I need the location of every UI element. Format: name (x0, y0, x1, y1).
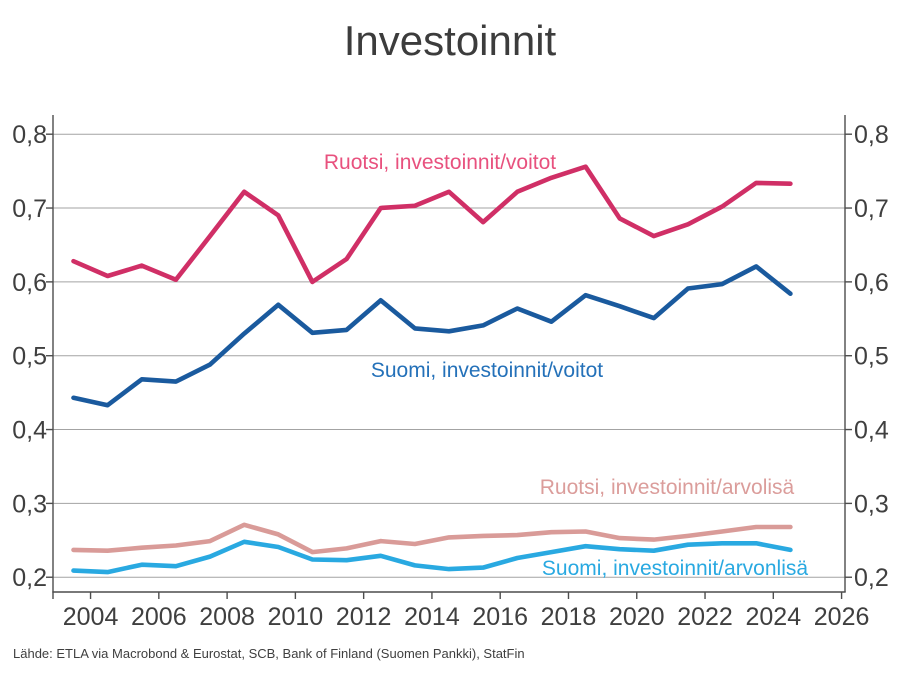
x-tick-label: 2004 (63, 603, 119, 631)
x-tick-label: 2006 (131, 603, 187, 631)
y-tick-label-right: 0,4 (854, 417, 889, 445)
y-tick-label-left: 0,8 (12, 121, 47, 149)
y-tick-label-right: 0,2 (854, 564, 889, 592)
x-tick-label: 2020 (609, 603, 665, 631)
y-tick-label-left: 0,2 (12, 564, 47, 592)
y-tick-label-left: 0,4 (12, 417, 47, 445)
series-label-suomi-voitot: Suomi, investoinnit/voitot (371, 359, 603, 382)
x-tick-label: 2014 (404, 603, 460, 631)
y-tick-label-right: 0,8 (854, 121, 889, 149)
x-tick-label: 2018 (541, 603, 597, 631)
x-tick-label: 2016 (472, 603, 528, 631)
chart-plot-area: 0,2 0,2 0,3 0,3 0,4 0,4 0,5 0,5 0,6 0,6 0,7 0,7 0,8 0… (12, 115, 889, 631)
y-tick-label-left: 0,7 (12, 195, 47, 223)
x-tick-label: 2012 (336, 603, 392, 631)
series-line-0 (71, 164, 793, 285)
y-tick-label-left: 0,3 (12, 490, 47, 518)
x-tick-label: 2008 (199, 603, 255, 631)
chart-title: Investoinnit (343, 17, 557, 64)
series-line-3 (71, 539, 793, 575)
series-line-2 (71, 522, 793, 555)
x-tick-label: 2022 (677, 603, 733, 631)
y-tick-label-right: 0,7 (854, 195, 889, 223)
y-tick-label-left: 0,6 (12, 269, 47, 297)
y-tick-label-left: 0,5 (12, 343, 47, 371)
y-tick-label-right: 0,6 (854, 269, 889, 297)
series-line-1 (71, 264, 793, 408)
source-note: Lähde: ETLA via Macrobond & Eurostat, SC… (13, 646, 525, 661)
series-label-suomi-arvonlisa: Suomi, investoinnit/arvonlisä (542, 557, 808, 580)
x-tick-label: 2010 (268, 603, 324, 631)
series-label-ruotsi-voitot: Ruotsi, investoinnit/voitot (324, 151, 556, 174)
y-tick-label-right: 0,3 (854, 490, 889, 518)
y-tick-label-right: 0,5 (854, 343, 889, 371)
x-tick-label: 2024 (745, 603, 801, 631)
x-tick-label: 2026 (814, 603, 870, 631)
series-label-ruotsi-arvolisa: Ruotsi, investoinnit/arvolisä (540, 476, 795, 499)
